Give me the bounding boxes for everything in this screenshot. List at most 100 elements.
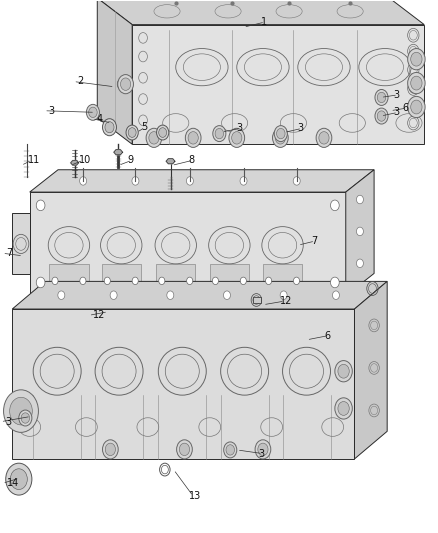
Circle shape — [224, 442, 237, 458]
Polygon shape — [12, 281, 387, 309]
Circle shape — [213, 126, 226, 142]
Polygon shape — [49, 264, 88, 296]
Circle shape — [275, 132, 286, 144]
Circle shape — [177, 440, 192, 459]
Circle shape — [110, 291, 117, 300]
Circle shape — [102, 440, 118, 459]
Circle shape — [411, 100, 422, 114]
Circle shape — [187, 176, 194, 185]
Circle shape — [118, 75, 134, 94]
Circle shape — [293, 277, 300, 285]
Circle shape — [229, 128, 245, 148]
Circle shape — [331, 200, 339, 211]
Circle shape — [104, 277, 110, 285]
Circle shape — [408, 72, 425, 94]
Text: 11: 11 — [28, 155, 40, 165]
Circle shape — [411, 52, 422, 66]
Circle shape — [408, 49, 425, 70]
Text: 8: 8 — [189, 155, 195, 165]
Circle shape — [185, 128, 201, 148]
Text: 3: 3 — [298, 123, 304, 133]
Text: 7: 7 — [7, 248, 13, 258]
Circle shape — [272, 128, 288, 148]
Circle shape — [240, 176, 247, 185]
Polygon shape — [346, 169, 374, 296]
Text: 3: 3 — [49, 106, 55, 116]
Circle shape — [232, 132, 242, 144]
Polygon shape — [132, 25, 424, 144]
Circle shape — [338, 365, 349, 378]
Circle shape — [212, 277, 219, 285]
Circle shape — [149, 132, 159, 144]
Circle shape — [11, 469, 27, 489]
Circle shape — [156, 125, 169, 140]
Circle shape — [132, 277, 138, 285]
Text: 3: 3 — [237, 123, 243, 133]
Circle shape — [86, 104, 99, 120]
Text: 12: 12 — [280, 296, 293, 306]
Circle shape — [88, 107, 97, 117]
Circle shape — [126, 125, 138, 140]
Circle shape — [335, 361, 352, 382]
Text: 1: 1 — [261, 17, 267, 27]
Circle shape — [335, 398, 352, 419]
Circle shape — [338, 401, 349, 415]
Circle shape — [411, 76, 422, 90]
Circle shape — [375, 90, 388, 106]
Circle shape — [36, 200, 45, 211]
Text: 12: 12 — [93, 310, 105, 320]
Circle shape — [21, 413, 30, 423]
Circle shape — [180, 443, 190, 456]
Polygon shape — [354, 281, 387, 459]
Circle shape — [258, 443, 268, 456]
Circle shape — [357, 227, 364, 236]
Text: 3: 3 — [394, 107, 400, 117]
Circle shape — [105, 443, 116, 456]
Polygon shape — [114, 150, 123, 155]
Circle shape — [80, 176, 87, 185]
Circle shape — [19, 410, 32, 426]
Circle shape — [226, 445, 234, 455]
Text: 3: 3 — [5, 417, 11, 427]
Circle shape — [319, 132, 329, 144]
Text: 3: 3 — [394, 90, 400, 100]
Polygon shape — [30, 192, 346, 296]
Circle shape — [293, 176, 300, 185]
Polygon shape — [263, 264, 302, 296]
Circle shape — [132, 176, 139, 185]
Circle shape — [187, 277, 193, 285]
Text: 3: 3 — [258, 449, 265, 458]
Text: 2: 2 — [78, 77, 84, 86]
Circle shape — [240, 277, 246, 285]
Bar — [253, 297, 261, 303]
Text: 4: 4 — [96, 114, 102, 124]
Circle shape — [274, 126, 287, 142]
Circle shape — [377, 111, 386, 121]
Circle shape — [146, 128, 162, 148]
Circle shape — [10, 397, 32, 425]
Polygon shape — [30, 169, 374, 192]
Text: 5: 5 — [141, 122, 147, 132]
Polygon shape — [166, 159, 175, 164]
Circle shape — [188, 132, 198, 144]
Circle shape — [316, 128, 332, 148]
Polygon shape — [97, 0, 132, 144]
Text: 6: 6 — [324, 330, 330, 341]
Polygon shape — [156, 264, 195, 296]
Circle shape — [80, 277, 86, 285]
Circle shape — [332, 291, 339, 300]
Circle shape — [167, 291, 174, 300]
Polygon shape — [12, 309, 354, 459]
Circle shape — [215, 128, 223, 139]
Circle shape — [159, 128, 166, 138]
Text: 9: 9 — [128, 155, 134, 165]
Circle shape — [357, 195, 364, 204]
Text: 13: 13 — [189, 491, 201, 501]
Circle shape — [223, 291, 230, 300]
Circle shape — [105, 122, 114, 133]
Circle shape — [128, 128, 136, 138]
Circle shape — [120, 78, 131, 91]
Circle shape — [102, 119, 117, 136]
Circle shape — [36, 277, 45, 288]
Circle shape — [255, 440, 271, 459]
